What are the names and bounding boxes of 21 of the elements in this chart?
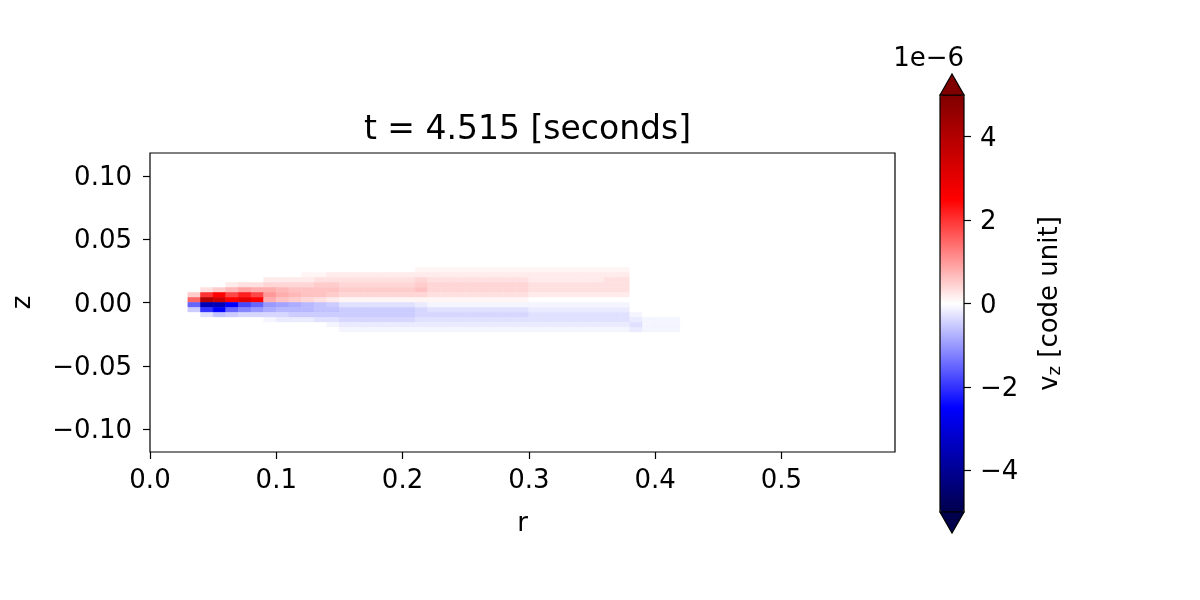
- x-tick-label: 0.0: [129, 464, 171, 494]
- color-bar-label: 4: [980, 121, 997, 152]
- y-axis-title: z: [6, 295, 36, 310]
- color-bar-label: −2: [980, 371, 1019, 402]
- y-tick-label: 0.10: [74, 160, 132, 191]
- x-tick-label: 0.1: [255, 464, 297, 494]
- x-tick-label: 0.3: [508, 464, 550, 494]
- y-tick-label: −0.10: [52, 414, 132, 445]
- y-tick-label: −0.05: [52, 350, 132, 381]
- color-bar-label: 0: [980, 288, 997, 319]
- y-tick-label: 0.00: [74, 287, 132, 318]
- y-tick-label: 0.05: [74, 224, 132, 255]
- x-tick-label: 0.5: [760, 464, 803, 494]
- x-tick-label: 0.2: [381, 464, 424, 494]
- color-bar-label: −4: [980, 455, 1019, 486]
- color-bar-title: vz [code unit]: [1033, 216, 1064, 391]
- x-axis-title: r: [517, 507, 529, 537]
- color-bar-label: 2: [980, 205, 997, 236]
- chart-title: t = 4.515 [seconds]: [363, 108, 692, 147]
- text: 1e−6: [893, 42, 964, 72]
- x-tick-label: 0.4: [634, 464, 676, 494]
